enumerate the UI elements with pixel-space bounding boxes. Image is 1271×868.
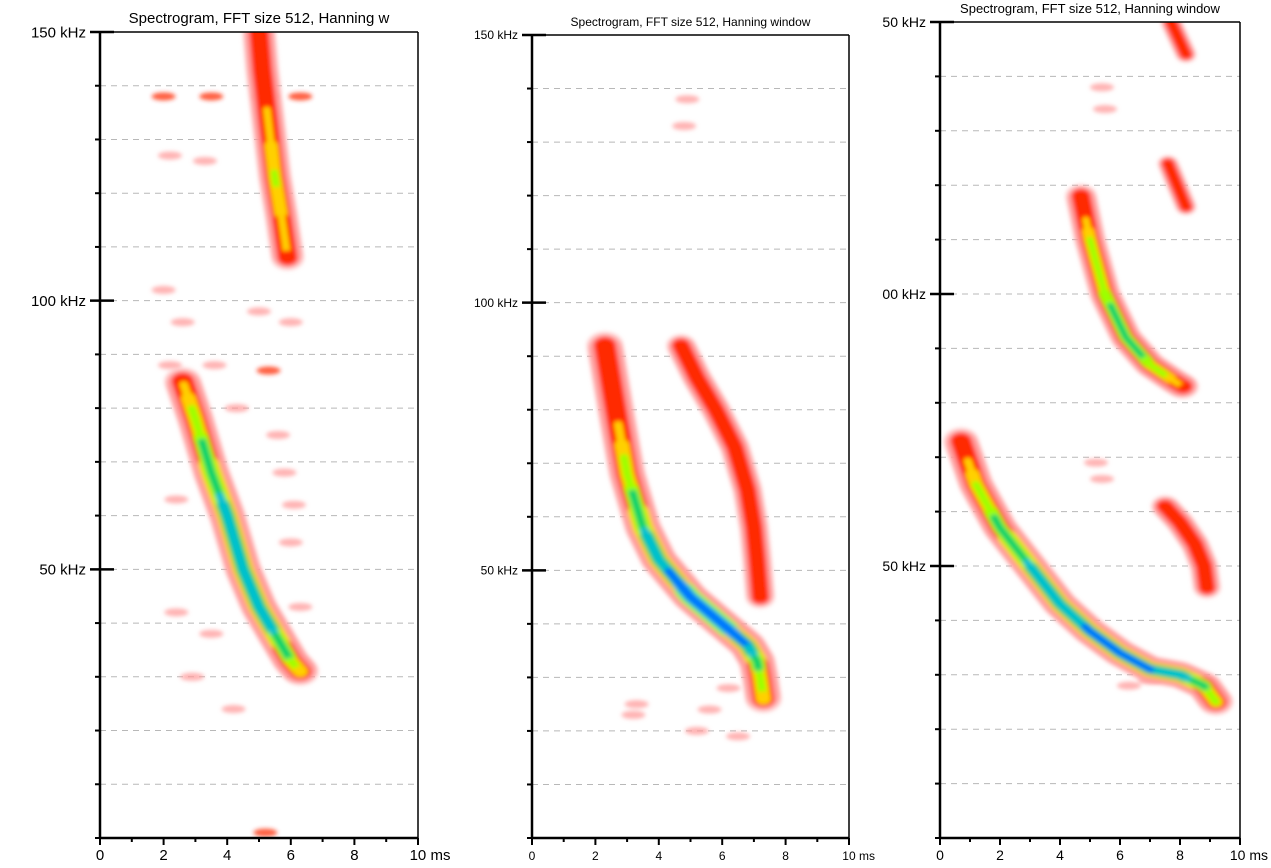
noise-speck — [282, 501, 306, 509]
x-tick-label: 0 — [529, 849, 536, 863]
x-tick-label: 4 — [655, 849, 662, 863]
trace-cell — [1194, 548, 1201, 553]
noise-speck — [279, 318, 303, 326]
noise-speck — [672, 122, 696, 130]
noise-speck — [1093, 105, 1117, 113]
noise-speck — [621, 711, 645, 719]
noise-speck — [685, 727, 709, 735]
x-tick-label: 8 — [782, 849, 789, 863]
harmonic-trace — [944, 428, 1233, 715]
grid-lines — [532, 89, 849, 785]
noise-speck — [288, 603, 312, 611]
spectral-energy — [152, 20, 319, 837]
x-tick-label: 10 ms — [1230, 847, 1268, 863]
noise-speck — [199, 92, 223, 100]
noise-speck — [717, 684, 741, 692]
y-tick-label: 50 kHz — [882, 14, 926, 30]
noise-speck — [158, 361, 182, 369]
noise-speck — [164, 495, 188, 503]
noise-speck — [158, 152, 182, 160]
x-tick-label: 6 — [1116, 847, 1124, 863]
y-tick-label: 100 kHz — [474, 296, 518, 310]
noise-speck — [257, 367, 281, 375]
trace-cell — [1180, 50, 1192, 59]
trace-cell — [759, 695, 768, 702]
x-tick-label: 2 — [996, 847, 1004, 863]
harmonic-trace — [1151, 496, 1220, 598]
x-tick-label: 8 — [1176, 847, 1184, 863]
trace-cell — [283, 255, 291, 261]
noise-speck — [675, 95, 699, 103]
noise-speck — [266, 431, 290, 439]
harmonic-trace — [243, 20, 304, 270]
noise-speck — [1090, 83, 1114, 91]
noise-speck — [253, 829, 277, 837]
noise-speck — [152, 286, 176, 294]
spectrogram-panel-1: 50 kHz 100 kHz 150 kHz 0 2 4 6 8 10 ms Spectrogra… — [31, 10, 450, 864]
noise-speck — [1117, 682, 1141, 690]
x-tick-label: 6 — [719, 849, 726, 863]
noise-speck — [1090, 475, 1114, 483]
noise-speck — [726, 732, 750, 740]
x-tick-label: 6 — [287, 847, 295, 864]
spectral-energy — [944, 14, 1233, 715]
noise-speck — [164, 608, 188, 616]
noise-speck — [222, 705, 246, 713]
trace-cell — [712, 407, 719, 412]
noise-speck — [171, 318, 195, 326]
y-tick-label: 150 kHz — [31, 24, 86, 41]
noise-speck — [625, 700, 649, 708]
noise-speck — [202, 361, 226, 369]
noise-speck — [225, 404, 249, 412]
noise-speck — [279, 538, 303, 546]
noise-speck — [698, 706, 722, 714]
spectrogram-panel-3: 50 kHz 00 kHz 50 kHz 0 2 4 6 8 10 ms Spectrogram,… — [882, 1, 1268, 863]
x-tick-label: 4 — [223, 847, 231, 864]
x-tick-label: 2 — [592, 849, 599, 863]
x-tick-label: 0 — [96, 847, 104, 864]
noise-speck — [199, 630, 223, 638]
noise-speck — [288, 92, 312, 100]
noise-speck — [247, 307, 271, 315]
harmonic-trace — [1066, 185, 1199, 398]
trace-cell — [296, 668, 305, 675]
grid-lines — [100, 86, 418, 785]
x-tick-label: 4 — [1056, 847, 1064, 863]
chart-title: Spectrogram, FFT size 512, Hanning w — [129, 10, 390, 27]
spectral-energy — [587, 95, 782, 740]
trace-cell — [1179, 384, 1187, 390]
noise-speck — [1084, 459, 1108, 467]
x-tick-label: 8 — [350, 847, 358, 864]
spectrogram-panel-2: 50 kHz 100 kHz 150 kHz 0 2 4 6 8 10 ms Spectrogra… — [474, 15, 875, 863]
y-tick-label: 50 kHz — [39, 562, 86, 579]
x-tick-label: 10 ms — [410, 847, 451, 864]
trace-cell — [752, 539, 759, 544]
trace-cell — [1212, 699, 1221, 705]
harmonic-trace — [165, 368, 319, 685]
noise-speck — [152, 92, 176, 100]
chart-title: Spectrogram, FFT size 512, Hanning windo… — [960, 1, 1220, 16]
y-tick-label: 150 kHz — [474, 28, 518, 42]
y-tick-label: 50 kHz — [882, 558, 926, 574]
y-tick-label: 50 kHz — [481, 564, 518, 578]
y-tick-label: 00 kHz — [882, 286, 926, 302]
x-tick-label: 2 — [159, 847, 167, 864]
y-tick-label: 100 kHz — [31, 293, 86, 310]
chart-title: Spectrogram, FFT size 512, Hanning windo… — [571, 15, 811, 29]
noise-speckles — [1084, 83, 1162, 689]
x-tick-label: 0 — [936, 847, 944, 863]
trace-cell — [1180, 202, 1192, 211]
noise-speck — [180, 673, 204, 681]
trace-cell — [1199, 582, 1216, 594]
noise-speck — [193, 157, 217, 165]
trace-cell — [751, 591, 768, 604]
x-tick-label: 10 ms — [842, 849, 875, 863]
noise-speck — [272, 469, 296, 477]
